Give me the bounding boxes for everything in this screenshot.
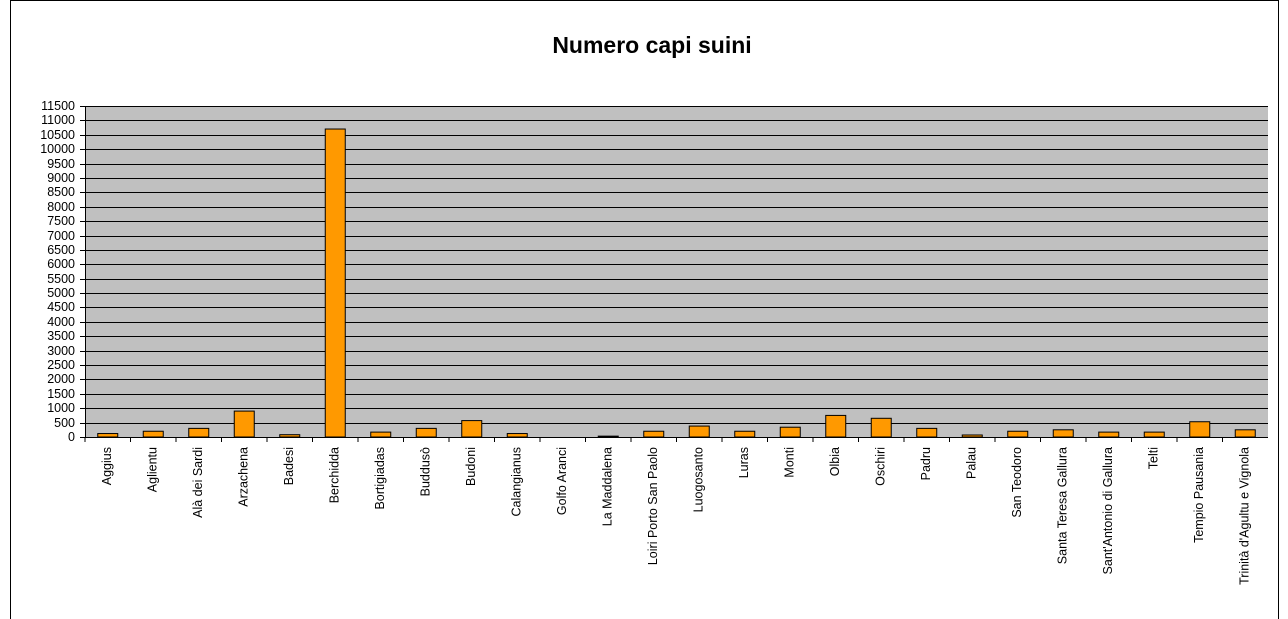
bar: [188, 427, 210, 438]
x-tick-label: Alà dei Sardi: [191, 447, 205, 518]
y-tick-label: 6500: [47, 243, 75, 257]
bar: [1143, 431, 1165, 438]
bar: [779, 426, 801, 438]
x-tick-label: Luogosanto: [692, 447, 706, 512]
y-tick-label: 2000: [47, 372, 75, 386]
bar: [870, 417, 892, 438]
x-tick-label: Palau: [965, 447, 979, 479]
x-tick-label: Badesi: [282, 447, 296, 485]
x-tick-label: Olbia: [828, 447, 842, 476]
x-tick-label: Monti: [783, 447, 797, 478]
y-tick-label: 3000: [47, 344, 75, 358]
y-tick-label: 5500: [47, 272, 75, 286]
x-tick-label: Loiri Porto San Paolo: [646, 447, 660, 565]
x-tick-label: Trinità d'Agultu e Vignola: [1238, 447, 1252, 585]
bar: [1189, 421, 1211, 438]
y-tick-label: 10500: [40, 128, 75, 142]
y-tick-label: 8500: [47, 185, 75, 199]
x-tick-label: La Maddalena: [601, 447, 615, 526]
x-tick-label: Budoni: [464, 447, 478, 486]
y-tick-label: 7000: [47, 229, 75, 243]
x-tick-label: Bortigiadas: [373, 447, 387, 510]
y-tick-label: 7500: [47, 214, 75, 228]
y-tick-label: 1000: [47, 401, 75, 415]
y-tick-label: 9000: [47, 171, 75, 185]
y-tick-label: 4000: [47, 315, 75, 329]
y-tick-label: 11500: [41, 99, 75, 113]
x-tick-label: Aggius: [100, 447, 114, 485]
x-tick-label: Santa Teresa Gallura: [1056, 447, 1070, 564]
bar: [1052, 429, 1074, 438]
y-tick-label: 3500: [47, 329, 75, 343]
x-tick-label: Berchidda: [328, 447, 342, 503]
bar: [643, 430, 665, 438]
x-tick-label: Sant'Antonio di Gallura: [1101, 447, 1115, 575]
bar: [916, 427, 938, 438]
bar: [597, 435, 619, 438]
x-tick-label: Oschiri: [874, 447, 888, 486]
x-tick-label: San Teodoro: [1010, 447, 1024, 518]
bar: [506, 433, 528, 438]
bar: [142, 430, 164, 438]
y-tick-label: 10000: [40, 142, 75, 156]
bar: [1234, 429, 1256, 438]
y-tick-label: 9500: [47, 157, 75, 171]
bar: [1007, 430, 1029, 438]
bar: [961, 434, 983, 438]
y-tick-label: 6000: [47, 257, 75, 271]
x-tick-label: Golfo Aranci: [555, 447, 569, 515]
bar: [825, 414, 847, 438]
chart-title: Numero capi suini: [552, 32, 751, 58]
y-tick-label: 5000: [47, 286, 75, 300]
y-tick-label: 2500: [47, 358, 75, 372]
y-tick-label: 4500: [47, 300, 75, 314]
x-tick-label: Padru: [919, 447, 933, 480]
y-tick-label: 1500: [47, 387, 75, 401]
x-tick-label: Buddusò: [419, 447, 433, 496]
plot-area: [85, 106, 1268, 437]
bar: [279, 434, 301, 438]
y-tick-label: 0: [68, 430, 75, 444]
x-tick-label: Telti: [1147, 447, 1161, 469]
bar: [97, 433, 119, 438]
bar: [688, 425, 710, 438]
x-tick-label: Aglientu: [146, 447, 160, 492]
x-tick-label: Calangianus: [510, 447, 524, 517]
bar: [415, 427, 437, 438]
bar: [233, 410, 255, 438]
bar: [734, 430, 756, 438]
bar: [1098, 431, 1120, 438]
y-tick-label: 11000: [41, 113, 75, 127]
x-tick-label: Arzachena: [237, 447, 251, 507]
bar: [324, 128, 346, 438]
y-tick-label: 8000: [47, 200, 75, 214]
bar: [370, 431, 392, 438]
x-tick-label: Luras: [737, 447, 751, 478]
y-tick-label: 500: [54, 416, 75, 430]
bar: [461, 420, 483, 438]
x-tick-label: Tempio Pausania: [1192, 447, 1206, 543]
